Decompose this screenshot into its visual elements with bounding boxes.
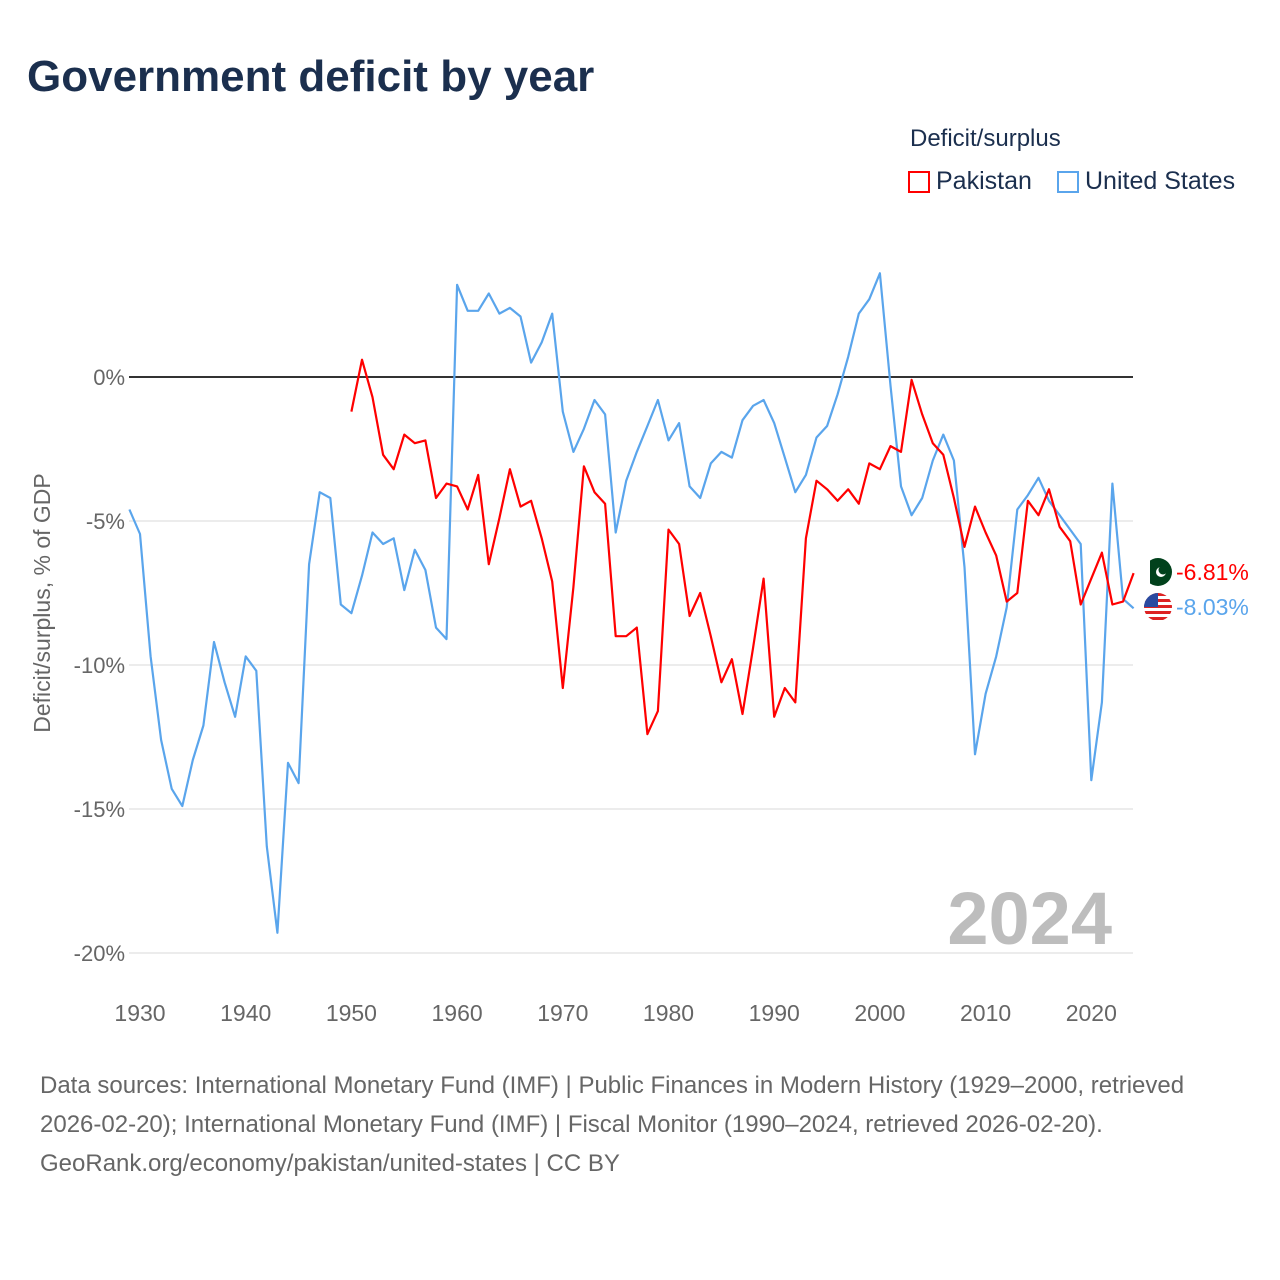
footer: Data sources: International Monetary Fun… (40, 1066, 1240, 1183)
legend-title: Deficit/surplus (910, 125, 1061, 152)
credit-link[interactable]: GeoRank.org/economy/pakistan/united-stat… (40, 1150, 620, 1177)
y-tick-label: -20% (74, 941, 125, 966)
x-tick-label: 2010 (960, 1000, 1011, 1026)
legend-swatch-pakistan (908, 170, 930, 193)
legend-item-united-states[interactable]: United States (1057, 167, 1235, 196)
flag-pakistan-icon (1144, 558, 1172, 586)
chart-plot: 0% -5% -10% -15% -20% 1930 1940 1950 1960 1970 19… (29, 272, 1249, 1026)
flag-united-states-icon (1144, 593, 1172, 621)
y-tick-label: 0% (93, 365, 125, 390)
end-label-pakistan: -6.81% (1176, 559, 1249, 585)
legend-item-pakistan[interactable]: Pakistan (908, 167, 1032, 196)
x-tick-label: 1960 (432, 1000, 483, 1026)
end-label-united-states: -8.03% (1176, 594, 1249, 620)
x-tick-label: 1940 (220, 1000, 271, 1026)
x-tick-label: 2020 (1066, 1000, 1117, 1026)
current-year-label: 2024 (947, 877, 1112, 960)
chart-title: Government deficit by year (27, 52, 595, 101)
legend-swatch-united-states (1057, 170, 1079, 193)
x-tick-label: 2000 (854, 1000, 905, 1026)
y-tick-label: -5% (86, 509, 125, 534)
legend-label-united-states: United States (1085, 167, 1236, 195)
series-line-pakistan (350, 358, 1135, 736)
legend-label-pakistan: Pakistan (936, 167, 1032, 195)
x-tick-label: 1970 (537, 1000, 588, 1026)
y-tick-label: -10% (74, 653, 125, 678)
x-tick-label: 1980 (643, 1000, 694, 1026)
data-sources: Data sources: International Monetary Fun… (40, 1072, 1185, 1138)
y-axis-title: Deficit/surplus, % of GDP (29, 473, 55, 732)
x-tick-label: 1950 (326, 1000, 377, 1026)
series-line-united-states (128, 272, 1135, 934)
x-tick-label: 1990 (749, 1000, 800, 1026)
y-tick-label: -15% (74, 797, 125, 822)
x-tick-label: 1930 (114, 1000, 165, 1026)
